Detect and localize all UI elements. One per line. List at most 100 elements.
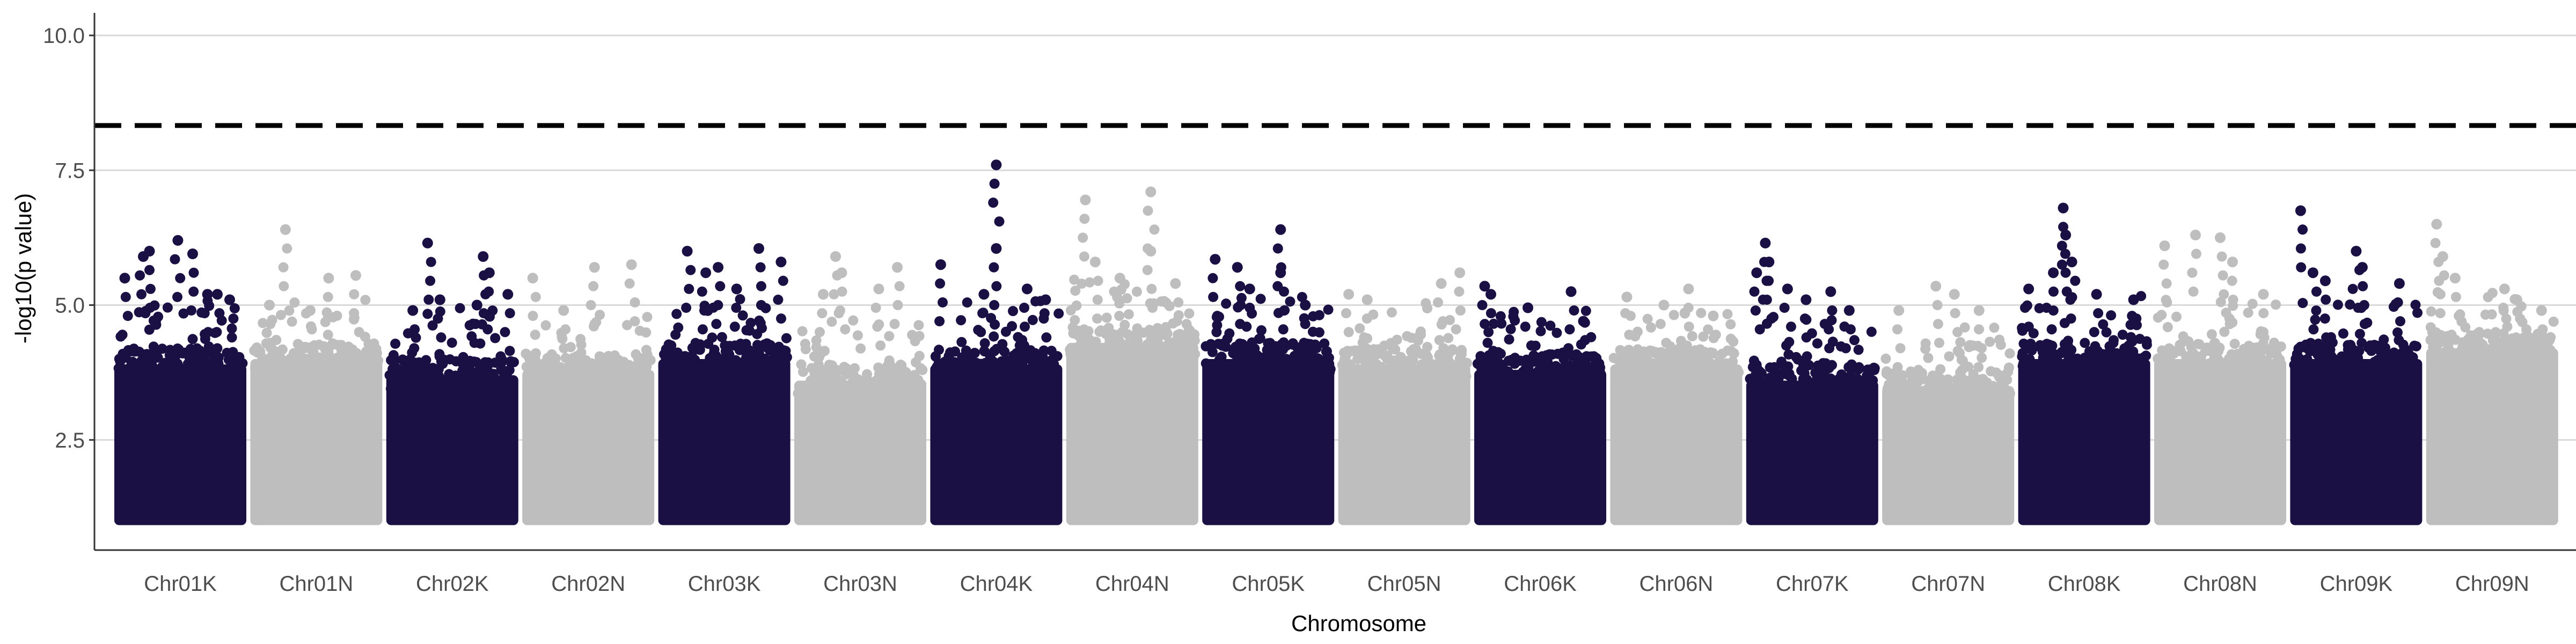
point (2089, 327, 2099, 338)
point (2229, 339, 2240, 349)
point (2357, 338, 2367, 348)
point (1580, 305, 1591, 316)
point (2191, 248, 2201, 259)
point (2338, 365, 2348, 376)
point (1977, 375, 1987, 386)
point (665, 348, 676, 358)
point (500, 327, 510, 338)
point (1725, 358, 1736, 369)
point (875, 340, 886, 351)
dense-points (1202, 359, 1335, 525)
peak-point (1893, 305, 1905, 316)
point (1221, 298, 1232, 309)
point (1364, 351, 1374, 362)
point (2188, 286, 2199, 297)
point (2345, 299, 2355, 310)
point (2328, 367, 2338, 377)
point (1343, 327, 1354, 338)
point (1801, 332, 1812, 343)
dense-points (1746, 380, 1878, 525)
point (1272, 243, 1283, 254)
point (283, 365, 294, 376)
peak-point (2307, 267, 2318, 279)
x-tick-label: Chr07N (1911, 572, 1985, 596)
peak-point (1578, 316, 1589, 327)
point (1687, 331, 1697, 341)
point (1540, 355, 1550, 366)
point (755, 318, 766, 328)
point (2206, 329, 2217, 340)
point (2193, 354, 2204, 364)
point (972, 370, 983, 381)
point (2066, 313, 2076, 324)
point (2258, 308, 2269, 319)
point (663, 339, 674, 350)
peak-point (731, 283, 742, 295)
point (1770, 382, 1781, 392)
point (229, 303, 240, 313)
point (1065, 305, 1076, 316)
point (2230, 364, 2240, 375)
point (1535, 326, 1546, 336)
x-tick-label: Chr08K (2048, 572, 2121, 596)
x-tick-label: Chr05K (1232, 572, 1305, 596)
point (2487, 288, 2498, 298)
point (256, 361, 267, 371)
chromosome-Chr04K (930, 159, 1064, 525)
peak-point (2499, 283, 2510, 295)
point (2044, 363, 2055, 374)
chromosome-Chr08K (2017, 202, 2152, 525)
peak-point (2128, 294, 2139, 305)
point (1683, 303, 1694, 313)
point (752, 329, 763, 339)
point (697, 324, 708, 335)
point (2405, 356, 2416, 367)
point (697, 286, 707, 297)
point (1696, 308, 1707, 318)
point (1977, 353, 1987, 363)
point (1913, 376, 1924, 386)
point (2265, 359, 2275, 369)
point (2222, 365, 2233, 376)
point (913, 320, 924, 331)
peak-point (1708, 310, 1719, 321)
point (2183, 336, 2194, 347)
peak-point (202, 289, 213, 300)
point (2057, 347, 2067, 357)
point (2135, 364, 2146, 375)
point (1152, 323, 1163, 333)
point (716, 332, 727, 342)
point (304, 365, 314, 376)
point (354, 327, 364, 338)
point (1293, 345, 1304, 355)
peak-point (1021, 283, 1033, 295)
point (1776, 356, 1787, 367)
point (2021, 340, 2032, 351)
point (741, 325, 752, 335)
point (2243, 308, 2253, 318)
dense-points (658, 359, 791, 525)
point (1454, 286, 1465, 297)
point (2310, 314, 2321, 325)
peak-point (1523, 302, 1533, 313)
data-points (113, 159, 2559, 525)
point (2428, 342, 2439, 353)
point (930, 351, 941, 362)
point (1087, 351, 1097, 362)
point (265, 319, 276, 330)
point (2060, 248, 2070, 259)
point (1697, 370, 1708, 381)
x-tick-label: Chr01K (144, 572, 217, 596)
point (590, 364, 601, 375)
peak-point (187, 248, 198, 259)
point (730, 355, 741, 365)
peak-point (1275, 224, 1286, 235)
point (1256, 325, 1267, 335)
point (1255, 294, 1266, 304)
point (172, 343, 183, 354)
peak-point (1114, 273, 1125, 284)
point (1827, 305, 1838, 316)
point (717, 354, 728, 364)
point (1129, 330, 1139, 341)
point (1342, 346, 1353, 356)
